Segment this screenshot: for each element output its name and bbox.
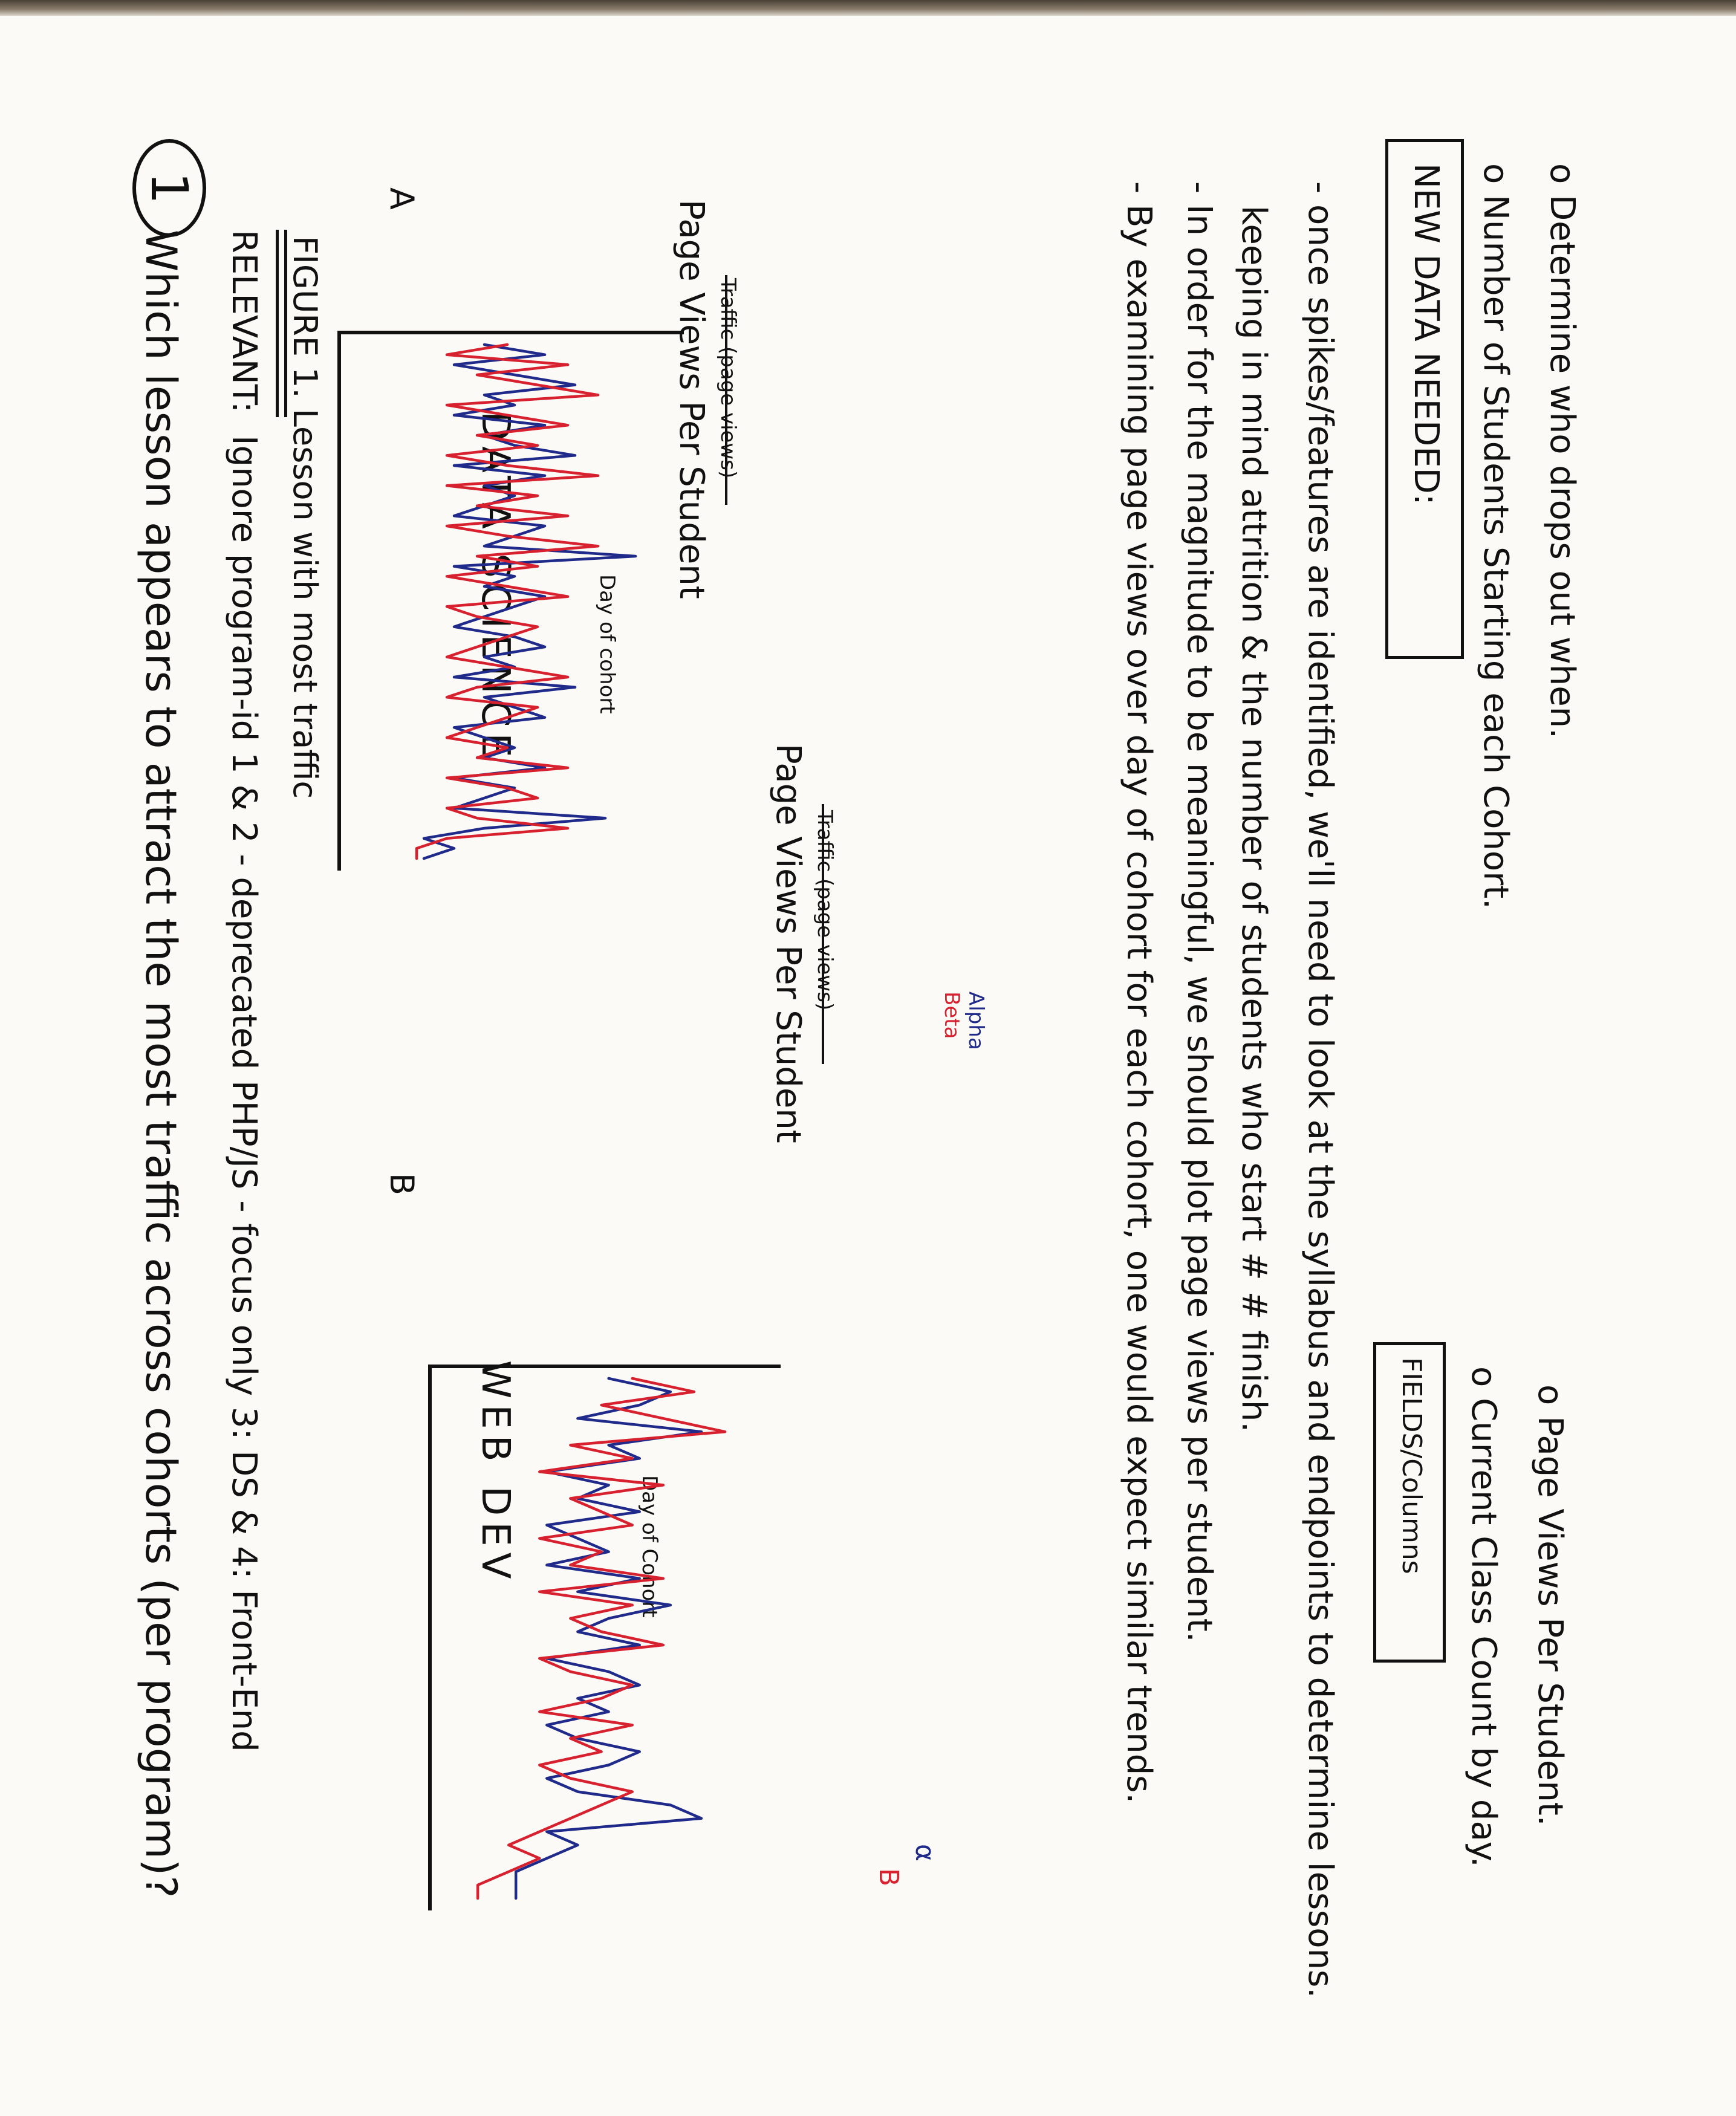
chart-a-legend-alpha: Alpha <box>964 991 988 1050</box>
question-number: 1 <box>140 172 199 204</box>
chart-b-title: Page Views Per Student <box>769 744 808 1143</box>
chart-b-legend-alpha: α <box>909 1844 940 1862</box>
question-number-circle: 1 <box>132 139 206 237</box>
chart-b-legend-beta: B <box>873 1868 904 1887</box>
fields-heading: FIELDS/Columns <box>1396 1357 1427 1574</box>
panel-a-label: A <box>383 187 421 210</box>
new-data-item-1: o Number of Students Starting each Cohor… <box>1476 163 1515 909</box>
chart-a-axes <box>337 331 684 871</box>
new-data-item-2: o Determine who drops out when. <box>1543 163 1582 739</box>
note-4: - once spikes/features are identified, w… <box>1301 181 1340 1999</box>
chart-a-struck-title: Traffic (page views) <box>716 278 740 479</box>
relevant-underline <box>276 230 279 417</box>
chart-b-series-1-line <box>476 1377 727 1900</box>
figure-caption: FIGURE 1. Lesson with most traffic <box>286 236 324 799</box>
note-2: - In order for the magnitude to be meani… <box>1180 181 1219 1643</box>
panel-b-label: B <box>383 1173 421 1196</box>
relevant-label: RELEVANT: <box>224 230 264 413</box>
chart-a-series-1-line <box>415 343 600 860</box>
chart-b-axes <box>428 1365 781 1910</box>
chart-a-strikethrough <box>725 275 727 505</box>
chart-b-strikethrough <box>822 804 824 1064</box>
chart-b-struck-title: Traffic (page views) <box>813 810 837 1011</box>
chart-b-plot <box>428 1365 781 1910</box>
fields-item-1: o Current Class Count by day. <box>1464 1366 1503 1868</box>
table-edge <box>0 0 1736 16</box>
chart-b-series-0-line <box>514 1377 703 1900</box>
relevant-text: Ignore program-id 1 & 2 - deprecated PHP… <box>224 435 264 1752</box>
chart-a-plot <box>337 331 684 871</box>
chart-a-series-0-line <box>422 343 637 860</box>
new-data-heading: NEW DATA NEEDED: <box>1406 163 1446 505</box>
note-1: - By examining page views over day of co… <box>1119 181 1159 1804</box>
chart-a-legend-beta: Beta <box>940 991 964 1039</box>
question-text: Which lesson appears to attract the most… <box>136 230 186 1898</box>
fields-item-2: o Page Views Per Student. <box>1530 1384 1570 1826</box>
note-3: keeping in mind attrition & the number o… <box>1234 206 1273 1433</box>
